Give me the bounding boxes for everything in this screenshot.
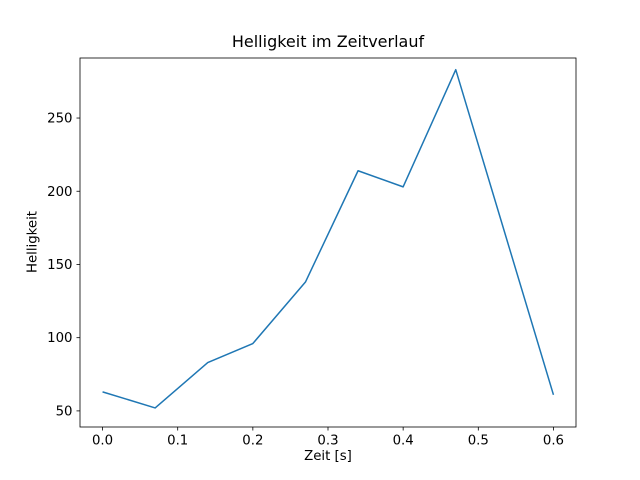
y-tick-label: 250 <box>47 112 72 127</box>
y-tick-label: 100 <box>47 331 72 346</box>
x-tick-label: 0.6 <box>543 434 564 449</box>
x-tick-label: 0.0 <box>92 434 113 449</box>
x-tick-label: 0.2 <box>242 434 263 449</box>
y-tick-label: 200 <box>47 185 72 200</box>
x-tick-label: 0.1 <box>167 434 188 449</box>
brightness-line <box>102 68 555 409</box>
chart-title: Helligkeit im Zeitverlauf <box>231 32 425 51</box>
x-tick-label: 0.4 <box>393 434 414 449</box>
y-tick-label: 150 <box>47 258 72 273</box>
x-axis-label: Zeit [s] <box>304 449 352 464</box>
x-tick-label: 0.3 <box>317 434 338 449</box>
x-tick-label: 0.5 <box>468 434 489 449</box>
axes-spines <box>79 57 577 428</box>
y-tick-label: 50 <box>56 404 73 419</box>
